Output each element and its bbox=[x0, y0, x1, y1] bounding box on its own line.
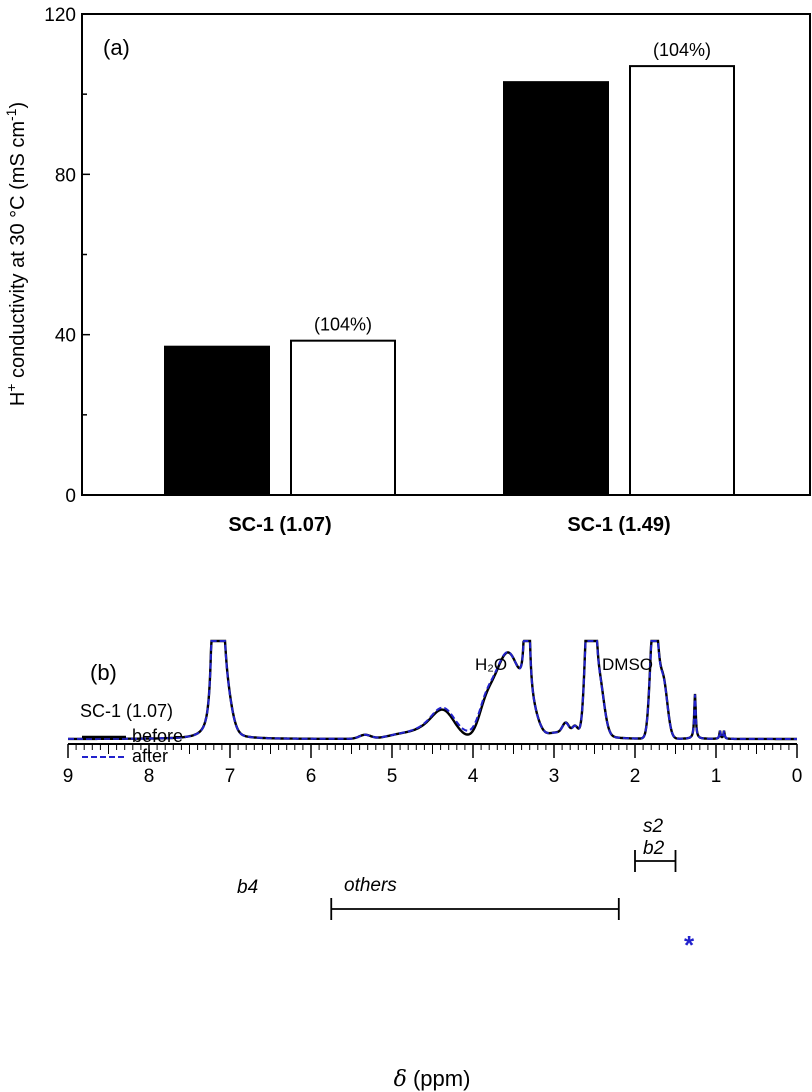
peak-label-h2o: H₂O bbox=[475, 655, 507, 674]
legend-title: SC-1 (1.07) bbox=[80, 701, 173, 721]
peak-label-s2: s2 bbox=[643, 816, 664, 837]
panel-b-x-tick-label: 1 bbox=[711, 766, 722, 787]
panel-b-x-tick-label: 5 bbox=[387, 766, 398, 787]
panel-a-y-axis-label: H+ conductivity at 30 °C (mS cm-1) bbox=[3, 102, 29, 406]
panel-a-category-label-1: SC-1 (1.07) bbox=[228, 514, 331, 536]
panel-b-x-tick-label: 7 bbox=[225, 766, 236, 787]
panel-b-x-tick-label: 0 bbox=[792, 766, 803, 787]
bar-open-1 bbox=[290, 339, 396, 496]
panel-b-x-tick-label: 9 bbox=[63, 766, 74, 787]
panel-b-label: (b) bbox=[90, 660, 117, 685]
peak-label-b4: b4 bbox=[237, 877, 258, 898]
peak-label-b2: b2 bbox=[643, 838, 665, 859]
panel-b-x-tick-label: 4 bbox=[468, 766, 479, 787]
panel-a-y-tick-label: 40 bbox=[55, 326, 76, 347]
range-bracket-others bbox=[330, 898, 620, 920]
impurity-star: * bbox=[684, 930, 695, 960]
range-label-others: others bbox=[344, 875, 397, 896]
panel-a-y-tick-label: 80 bbox=[55, 165, 76, 186]
peak-label-dmso: DMSO bbox=[602, 655, 653, 674]
panel-a-annotation-1: (104%) bbox=[314, 315, 372, 335]
panel-b-x-axis-label: δ (ppm) bbox=[394, 1066, 471, 1092]
legend-label-after: after bbox=[132, 746, 168, 766]
bar-filled-1 bbox=[164, 345, 270, 497]
panel-a-annotation-2: (104%) bbox=[653, 40, 711, 60]
bar-open-2 bbox=[629, 65, 735, 496]
panel-a-label: (a) bbox=[103, 35, 130, 60]
panel-b-x-ticks: 9 8 7 6 5 4 3 2 1 0 bbox=[63, 744, 803, 787]
panel-a-y-ticks: 0 40 80 120 bbox=[44, 5, 90, 507]
panel-a-category-label-2: SC-1 (1.49) bbox=[567, 514, 670, 536]
panel-a-bar-chart: 0 40 80 120 (a) (104%) (104%) SC-1 (1.07) S… bbox=[3, 5, 811, 536]
legend-label-before: before bbox=[132, 726, 183, 746]
series-after-line bbox=[68, 640, 797, 740]
range-bracket-s2b2 bbox=[634, 850, 677, 872]
bar-filled-2 bbox=[503, 81, 609, 497]
panel-b-x-tick-label: 2 bbox=[630, 766, 641, 787]
panel-a-y-tick-label: 120 bbox=[44, 5, 76, 26]
panel-b-x-tick-label: 3 bbox=[549, 766, 560, 787]
panel-b-x-tick-label: 8 bbox=[144, 766, 155, 787]
panel-b-x-tick-label: 6 bbox=[306, 766, 317, 787]
series-before-line bbox=[68, 639, 797, 741]
panel-a-bars bbox=[164, 65, 735, 497]
panel-a-y-tick-label: 0 bbox=[65, 486, 76, 507]
